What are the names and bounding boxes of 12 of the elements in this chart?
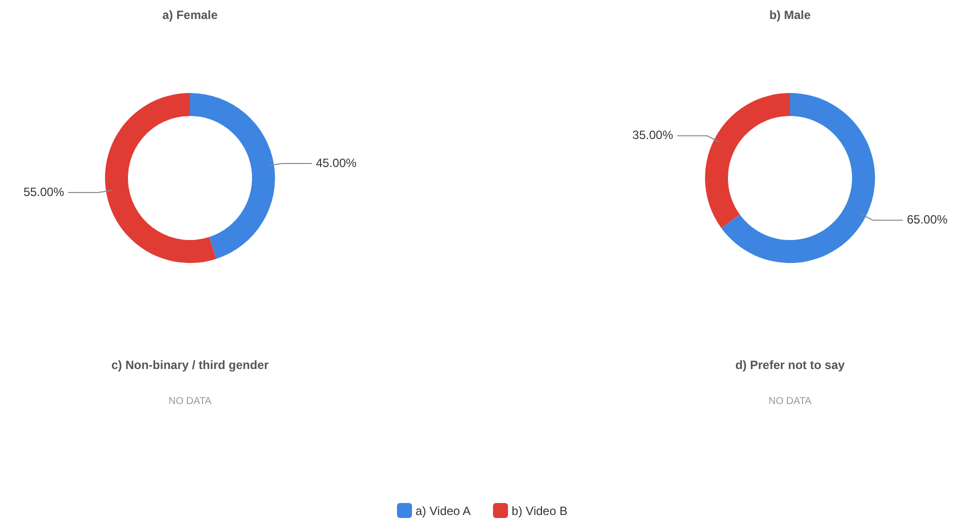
chart-title: a) Female xyxy=(161,8,219,24)
text: NO DATA xyxy=(168,396,212,407)
legend-label: a) Video A xyxy=(416,504,471,518)
text: c) Non-binary / third gender xyxy=(110,358,270,374)
text: d) Prefer not to say xyxy=(734,358,846,374)
data-label: 35.00% xyxy=(632,128,674,142)
data-label: 65.00% xyxy=(906,212,948,227)
chart-title: b) Male xyxy=(768,8,812,24)
legend-label: b) Video B xyxy=(512,504,568,518)
data-label: 55.00% xyxy=(23,184,64,199)
data-label: 45.00% xyxy=(316,156,357,170)
text: NO DATA xyxy=(768,396,812,407)
